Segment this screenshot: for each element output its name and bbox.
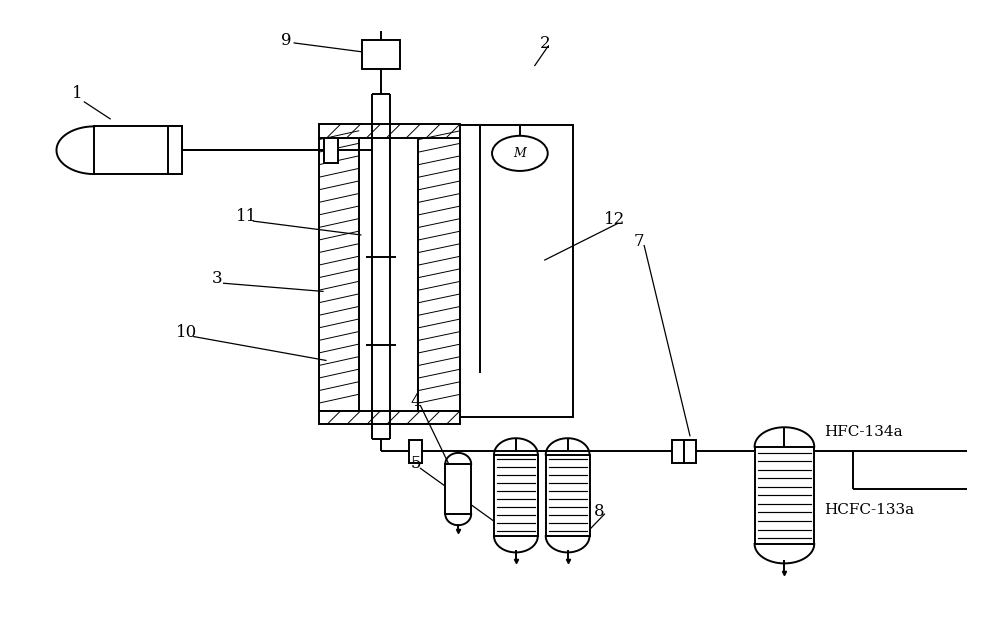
Text: M: M bbox=[514, 147, 526, 160]
Bar bbox=[494, 454, 538, 536]
Text: HFC-134a: HFC-134a bbox=[824, 425, 903, 439]
Text: 12: 12 bbox=[604, 211, 625, 228]
Text: 1: 1 bbox=[72, 85, 83, 103]
Bar bbox=[546, 454, 590, 536]
Bar bbox=[94, 127, 182, 174]
Text: 7: 7 bbox=[634, 233, 645, 249]
Bar bbox=[319, 138, 359, 411]
Text: 4: 4 bbox=[410, 392, 421, 410]
Text: 3: 3 bbox=[211, 270, 222, 287]
Bar bbox=[755, 447, 814, 544]
Bar bbox=[362, 41, 400, 68]
Circle shape bbox=[492, 136, 548, 171]
Bar bbox=[418, 138, 460, 411]
Bar bbox=[418, 125, 573, 417]
Bar bbox=[319, 124, 460, 138]
Text: HCFC-133a: HCFC-133a bbox=[824, 503, 914, 517]
Bar bbox=[672, 440, 684, 463]
Bar bbox=[684, 440, 696, 463]
Bar bbox=[445, 464, 471, 514]
Text: 8: 8 bbox=[594, 503, 605, 520]
Bar bbox=[168, 127, 182, 174]
Text: 9: 9 bbox=[281, 32, 291, 49]
Text: 11: 11 bbox=[236, 208, 257, 225]
Bar bbox=[409, 440, 422, 463]
Text: 5: 5 bbox=[410, 456, 421, 472]
Bar bbox=[319, 411, 460, 424]
Text: 2: 2 bbox=[539, 35, 550, 52]
Bar bbox=[324, 138, 338, 163]
Text: 10: 10 bbox=[176, 323, 197, 341]
